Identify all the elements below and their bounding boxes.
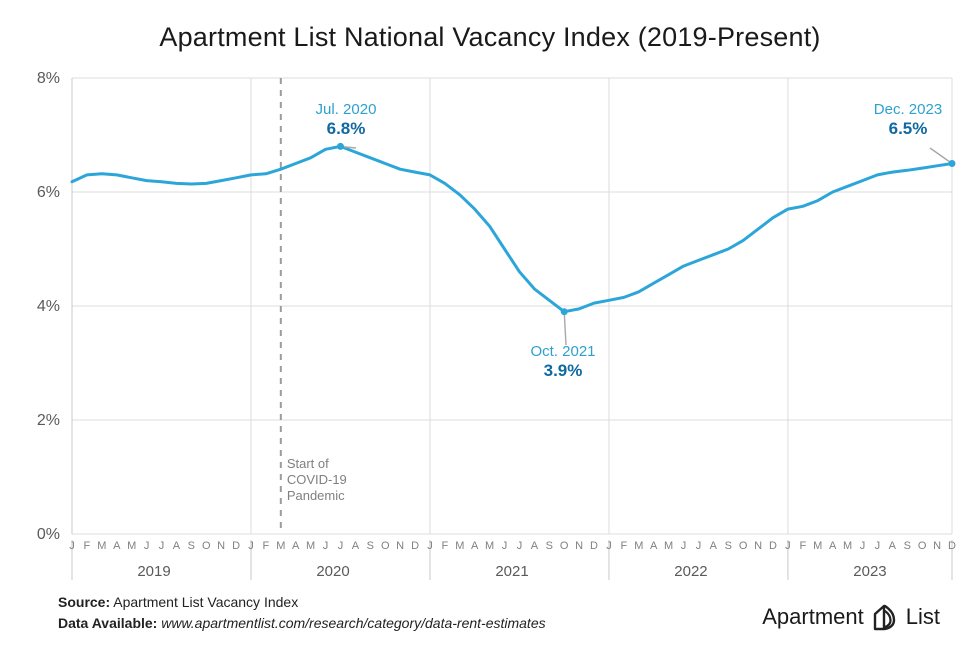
svg-text:F: F	[84, 540, 91, 552]
svg-text:M: M	[634, 540, 643, 552]
svg-text:A: A	[710, 540, 718, 552]
svg-text:M: M	[276, 540, 285, 552]
svg-text:A: A	[531, 540, 539, 552]
svg-text:J: J	[696, 540, 702, 552]
svg-text:F: F	[620, 540, 627, 552]
source-value: Apartment List Vacancy Index	[113, 594, 298, 610]
svg-text:N: N	[217, 540, 225, 552]
svg-text:O: O	[560, 540, 569, 552]
brand-icon	[872, 602, 898, 632]
svg-text:A: A	[113, 540, 121, 552]
svg-text:A: A	[471, 540, 479, 552]
svg-text:M: M	[485, 540, 494, 552]
svg-text:M: M	[843, 540, 852, 552]
svg-text:N: N	[754, 540, 762, 552]
svg-text:4%: 4%	[37, 298, 60, 315]
svg-text:S: S	[188, 540, 195, 552]
data-available-url: www.apartmentlist.com/research/category/…	[161, 615, 545, 631]
svg-text:M: M	[97, 540, 106, 552]
svg-text:A: A	[292, 540, 300, 552]
svg-text:S: S	[725, 540, 732, 552]
svg-text:J: J	[502, 540, 508, 552]
svg-text:J: J	[338, 540, 344, 552]
svg-text:O: O	[739, 540, 748, 552]
svg-text:J: J	[606, 540, 612, 552]
svg-text:M: M	[455, 540, 464, 552]
svg-text:M: M	[664, 540, 673, 552]
chart-footer: Source: Apartment List Vacancy Index Dat…	[58, 592, 546, 634]
svg-text:J: J	[875, 540, 881, 552]
svg-text:J: J	[323, 540, 329, 552]
svg-text:F: F	[442, 540, 449, 552]
svg-text:O: O	[381, 540, 390, 552]
svg-text:J: J	[159, 540, 165, 552]
svg-text:D: D	[590, 540, 598, 552]
svg-text:J: J	[517, 540, 523, 552]
svg-text:O: O	[202, 540, 211, 552]
svg-text:A: A	[650, 540, 658, 552]
brand-logo: Apartment List	[762, 602, 940, 632]
svg-text:A: A	[829, 540, 837, 552]
svg-text:J: J	[681, 540, 687, 552]
vacancy-line-chart: 0%2%4%6%8%JFMAMJJASOND2019JFMAMJJASOND20…	[0, 0, 980, 656]
svg-text:J: J	[144, 540, 150, 552]
svg-text:J: J	[69, 540, 75, 552]
svg-text:Oct. 2021: Oct. 2021	[530, 343, 595, 360]
brand-word-2: List	[906, 604, 940, 630]
svg-text:2023: 2023	[853, 563, 886, 580]
svg-text:2019: 2019	[137, 563, 170, 580]
svg-text:8%: 8%	[37, 70, 60, 87]
svg-text:D: D	[411, 540, 419, 552]
svg-text:F: F	[263, 540, 270, 552]
brand-word-1: Apartment	[762, 604, 864, 630]
svg-text:2020: 2020	[316, 563, 349, 580]
svg-text:N: N	[933, 540, 941, 552]
svg-text:N: N	[575, 540, 583, 552]
svg-text:S: S	[367, 540, 374, 552]
svg-text:2022: 2022	[674, 563, 707, 580]
svg-text:A: A	[352, 540, 360, 552]
svg-text:6.5%: 6.5%	[889, 119, 928, 138]
svg-text:J: J	[785, 540, 791, 552]
data-available-label: Data Available:	[58, 615, 157, 631]
svg-text:O: O	[918, 540, 927, 552]
svg-text:2021: 2021	[495, 563, 528, 580]
svg-text:M: M	[127, 540, 136, 552]
svg-text:S: S	[904, 540, 911, 552]
svg-text:D: D	[769, 540, 777, 552]
svg-text:6.8%: 6.8%	[327, 119, 366, 138]
svg-text:D: D	[948, 540, 956, 552]
svg-text:Jul. 2020: Jul. 2020	[316, 101, 377, 118]
svg-text:A: A	[173, 540, 181, 552]
svg-text:S: S	[546, 540, 553, 552]
svg-text:F: F	[799, 540, 806, 552]
svg-text:D: D	[232, 540, 240, 552]
svg-text:0%: 0%	[37, 526, 60, 543]
svg-text:2%: 2%	[37, 412, 60, 429]
svg-text:J: J	[427, 540, 433, 552]
svg-text:J: J	[248, 540, 254, 552]
svg-text:Dec. 2023: Dec. 2023	[874, 101, 942, 118]
source-label: Source:	[58, 594, 110, 610]
svg-text:6%: 6%	[37, 184, 60, 201]
svg-text:3.9%: 3.9%	[544, 361, 583, 380]
svg-text:Start of: Start of	[287, 456, 329, 471]
svg-text:Pandemic: Pandemic	[287, 488, 345, 503]
svg-text:A: A	[889, 540, 897, 552]
svg-text:N: N	[396, 540, 404, 552]
svg-text:M: M	[813, 540, 822, 552]
svg-text:J: J	[860, 540, 866, 552]
svg-text:COVID-19: COVID-19	[287, 472, 347, 487]
svg-text:M: M	[306, 540, 315, 552]
